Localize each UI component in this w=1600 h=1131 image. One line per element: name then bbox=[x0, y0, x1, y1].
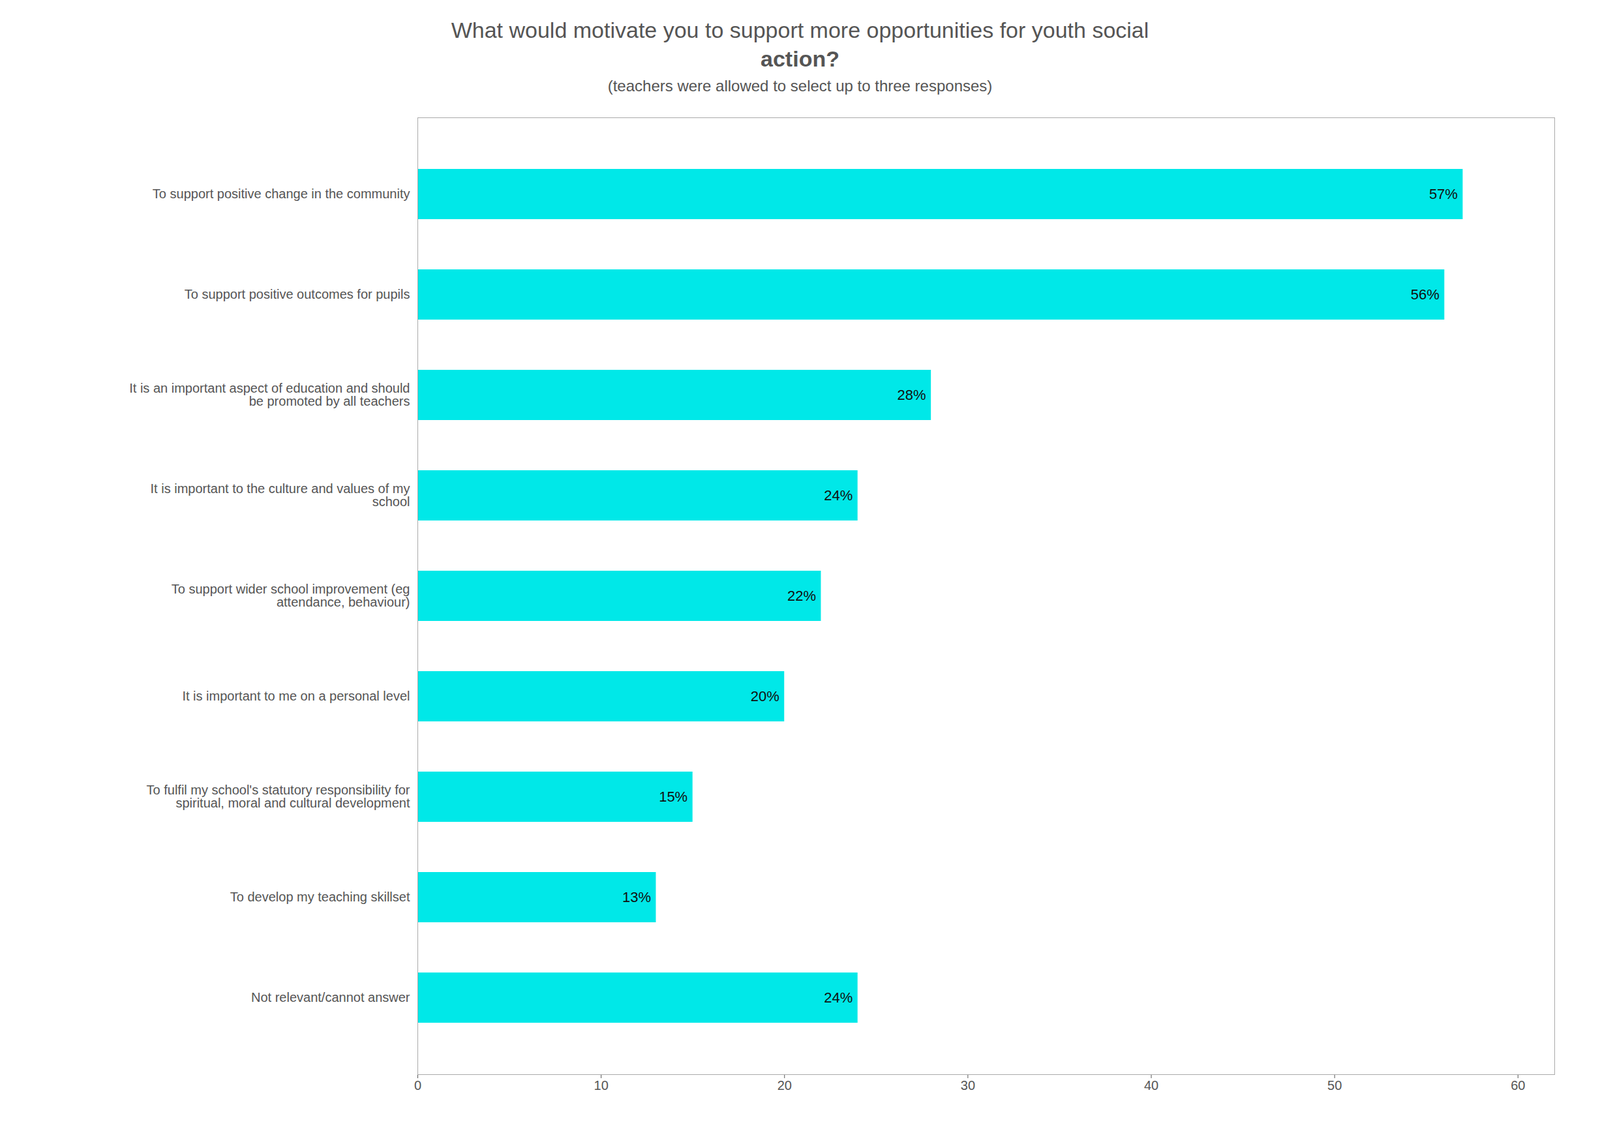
svg-text:To support positive outcomes f: To support positive outcomes for pupils bbox=[184, 287, 411, 302]
svg-text:15%: 15% bbox=[658, 788, 688, 805]
svg-text:40: 40 bbox=[1144, 1078, 1159, 1093]
svg-text:To support positive change in: To support positive change in the commun… bbox=[152, 187, 411, 202]
svg-text:22%: 22% bbox=[787, 587, 816, 604]
svg-text:13%: 13% bbox=[622, 889, 651, 906]
svg-text:10: 10 bbox=[594, 1078, 609, 1093]
html-text:What would motivate you to sup: What would motivate you to support more … bbox=[451, 17, 1149, 43]
svg-text:0: 0 bbox=[414, 1078, 422, 1093]
svg-text:Not relevant/cannot answer: Not relevant/cannot answer bbox=[251, 990, 411, 1006]
svg-text:28%: 28% bbox=[897, 386, 927, 404]
svg-text:It is important to the culture: It is important to the culture and value… bbox=[150, 482, 411, 510]
svg-text:60: 60 bbox=[1510, 1078, 1525, 1093]
svg-text:57%: 57% bbox=[1429, 185, 1458, 203]
svg-text:20%: 20% bbox=[750, 688, 780, 705]
svg-text:56%: 56% bbox=[1410, 286, 1440, 303]
svg-text:It is important to me on a per: It is important to me on a personal leve… bbox=[181, 689, 410, 704]
html-text:action?: action? bbox=[760, 46, 840, 72]
svg-text:24%: 24% bbox=[823, 487, 853, 504]
html-text:(teachers were allowed to sele: (teachers were allowed to select up to t… bbox=[607, 77, 993, 95]
svg-text:24%: 24% bbox=[823, 989, 853, 1006]
svg-text:It is an important aspect of e: It is an important aspect of education a… bbox=[129, 381, 410, 409]
svg-text:50: 50 bbox=[1327, 1078, 1342, 1093]
svg-text:To develop my teaching skillse: To develop my teaching skillset bbox=[230, 890, 411, 905]
svg-text:To support wider school improv: To support wider school improvement (ega… bbox=[171, 582, 411, 610]
svg-text:To fulfil my school's statutor: To fulfil my school's statutory responsi… bbox=[146, 783, 411, 811]
svg-text:30: 30 bbox=[960, 1078, 976, 1093]
svg-text:20: 20 bbox=[777, 1078, 792, 1093]
